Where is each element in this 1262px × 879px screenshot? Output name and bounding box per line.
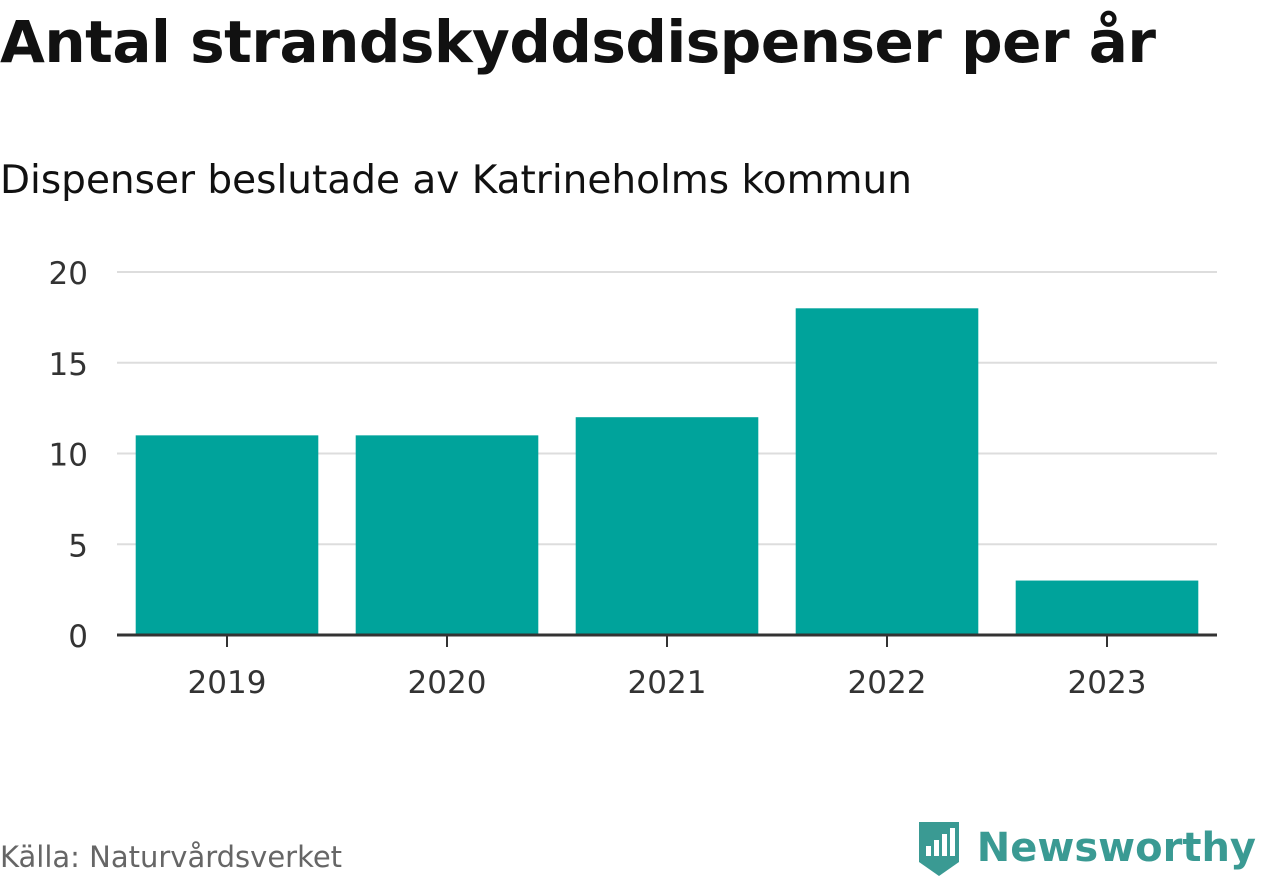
bars — [135, 308, 1199, 635]
y-tick-label: 15 — [49, 347, 88, 383]
bar-2022 — [795, 308, 979, 635]
x-tick-label: 2023 — [1068, 665, 1147, 701]
brand-name: Newsworthy — [976, 825, 1256, 871]
y-tick-label: 10 — [49, 438, 88, 474]
y-tick-label: 0 — [68, 619, 88, 655]
newsworthy-logo-icon — [918, 822, 959, 876]
brand: Newsworthy — [915, 818, 1256, 878]
x-tick-label: 2019 — [188, 665, 267, 701]
chart-subtitle: Dispenser beslutade av Katrineholms komm… — [0, 158, 912, 203]
bar-2021 — [575, 417, 759, 635]
x-tick-label: 2022 — [848, 665, 927, 701]
chart-title: Antal strandskyddsdispenser per år — [0, 8, 1156, 76]
y-tick-label: 5 — [68, 528, 88, 564]
bar-2019 — [135, 435, 319, 635]
x-axis: 2019 2020 2021 2022 2023 — [117, 633, 1217, 701]
y-tick-label: 20 — [49, 256, 88, 292]
bar-2023 — [1015, 580, 1199, 635]
y-axis-ticks: 0 5 10 15 20 — [49, 256, 88, 655]
bar-chart: 0 5 10 15 20 2019 2020 2021 2022 2023 — [49, 256, 1217, 701]
source-note: Källa: Naturvårdsverket — [0, 840, 343, 874]
x-tick-label: 2020 — [408, 665, 487, 701]
x-tick-label: 2021 — [628, 665, 707, 701]
bar-2020 — [355, 435, 539, 635]
